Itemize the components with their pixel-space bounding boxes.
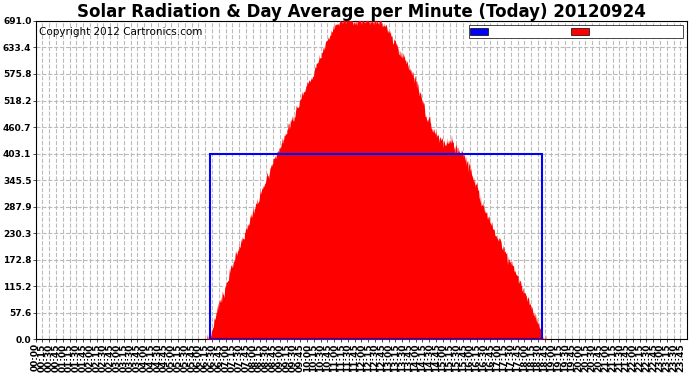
Bar <box>210 153 542 339</box>
Legend: Median (W/m2), Radiation (W/m2): Median (W/m2), Radiation (W/m2) <box>469 26 682 38</box>
Text: Copyright 2012 Cartronics.com: Copyright 2012 Cartronics.com <box>39 27 202 37</box>
Title: Solar Radiation & Day Average per Minute (Today) 20120924: Solar Radiation & Day Average per Minute… <box>77 3 646 21</box>
